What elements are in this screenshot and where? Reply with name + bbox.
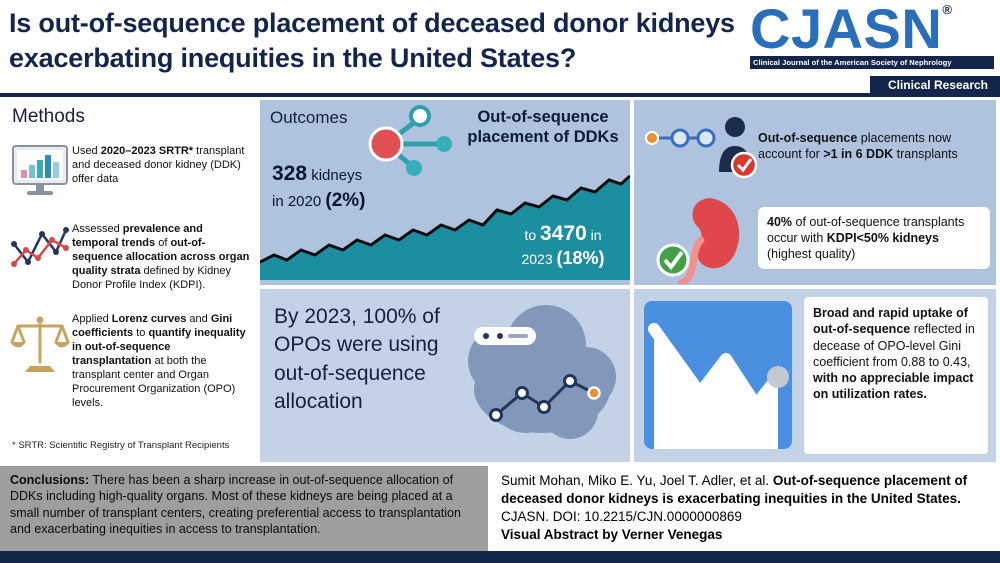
text-run: and — [186, 313, 211, 325]
stat-2023-count: 3470 — [540, 222, 587, 245]
text-run: Lorenz curves — [111, 313, 187, 325]
registered-trademark: ® — [942, 2, 952, 17]
methods-panel: Methods Used 2020–2023 SRTR* transplant … — [4, 100, 256, 462]
citation-title: Out-of-sequence placement of deceased do… — [501, 473, 968, 506]
text-run: in 2020 — [272, 193, 326, 211]
text-run: transplants — [893, 147, 958, 161]
outcomes-title: Outcomes — [270, 108, 348, 127]
key-findings-panel: Out-of-sequence placements now account f… — [634, 100, 996, 285]
text-run: 2023 — [521, 251, 557, 268]
text-run: placements now account for — [758, 130, 952, 161]
text-run: Assessed — [72, 223, 123, 235]
line-chart-icon — [8, 222, 72, 274]
conclusions-text: There has been a sharp increase in out-o… — [10, 473, 461, 536]
text-run: (highest quality) — [767, 247, 856, 262]
logo-tagline: Clinical Journal of the American Society… — [750, 56, 994, 70]
logo-text: CJASN — [750, 0, 943, 60]
text-run: out-of-sequence allocation across organ … — [72, 237, 250, 278]
text-run: at both the transplant center and Organ … — [72, 355, 236, 410]
text-run: Used — [72, 145, 101, 157]
visual-abstract-credit: Visual Abstract by Verner Venegas — [501, 526, 723, 542]
footer-bar — [0, 551, 1000, 563]
conclusions-label: Conclusions: — [10, 473, 90, 487]
text-run: transplant and deceased donor kidney (DD… — [72, 145, 245, 186]
conclusions-box: Conclusions: There has been a sharp incr… — [0, 466, 488, 551]
text-run: defined by Kidney Donor Profile Index (K… — [72, 265, 231, 292]
outcomes-heading: Out-of-sequence placement of DDKs — [467, 108, 619, 146]
declining-chart-icon — [644, 301, 792, 449]
text-run: of — [155, 237, 171, 250]
fact-one-in-six: Out-of-sequence placements now account f… — [640, 108, 992, 184]
trend-area-chart — [259, 162, 631, 285]
section-banner: Clinical Research — [869, 76, 1000, 95]
text-run: reflected in decease of OPO-level Gini c… — [813, 322, 975, 369]
opo-adoption-panel: By 2023, 100% of OPOs were using out-of-… — [260, 289, 630, 462]
text-run: with no appreciable impact on utilizatio… — [813, 371, 974, 402]
text-run: of out-of-sequence transplants occur wit… — [767, 214, 965, 245]
opo-adoption-text: By 2023, 100% of OPOs were using out-of-… — [274, 305, 440, 414]
text-run: Applied — [72, 313, 112, 325]
kidney-check-icon — [640, 192, 758, 284]
balance-scale-icon — [8, 312, 72, 376]
molecule-icon — [352, 102, 456, 181]
method-item-gini: Applied Lorenz curves and Gini coefficie… — [8, 312, 254, 411]
text-run: to — [133, 327, 149, 340]
header-divider — [0, 93, 1000, 97]
text-run: 2020–2023 SRTR* — [100, 145, 194, 157]
gini-panel: Broad and rapid uptake of out-of-sequenc… — [634, 289, 996, 462]
stat-2020: 328 kidneys in 2020 (2%) — [272, 160, 366, 214]
text-run: quantify inequality in out-of-sequence t… — [72, 327, 246, 368]
page-title: Is out-of-sequence placement of deceased… — [9, 8, 735, 73]
fact-high-quality-kidneys: 40% of out-of-sequence transplants occur… — [640, 192, 992, 284]
text-run: Broad and rapid uptake of out-of-sequenc… — [813, 306, 968, 337]
text-run: KDPI<50% kidneys — [826, 230, 939, 245]
srtr-footnote: * SRTR: Scientific Registry of Transplan… — [12, 440, 230, 451]
network-person-check-icon — [640, 108, 758, 184]
text-run: prevalence and temporal trends — [72, 223, 203, 250]
stat-2023: to 3470 in 2023 (18%) — [504, 220, 622, 271]
opo-map-cloud-icon — [444, 293, 626, 464]
fact-text: Out-of-sequence placements now account f… — [758, 130, 990, 163]
methods-title: Methods — [12, 106, 85, 127]
method-text: Used 2020–2023 SRTR* transplant and dece… — [72, 144, 250, 186]
text-run: to — [524, 227, 541, 243]
method-text: Assessed prevalence and temporal trends … — [72, 222, 250, 292]
text-run: Gini coefficients — [72, 313, 233, 340]
fact-text: 40% of out-of-sequence transplants occur… — [758, 206, 990, 270]
stat-2020-percent: (2%) — [325, 190, 366, 212]
text-run: >1 in 6 DDK — [823, 147, 894, 161]
citation-authors: Sumit Mohan, Miko E. Yu, Joel T. Adler, … — [501, 473, 773, 488]
text-run: 40% — [767, 214, 793, 229]
text-run: kidneys — [307, 167, 363, 184]
monitor-barchart-icon — [8, 144, 72, 200]
text-run: in — [586, 227, 602, 243]
outcomes-trend-panel: Outcomes Out-of-sequence placement of DD… — [259, 100, 631, 285]
citation-block: Sumit Mohan, Miko E. Yu, Joel T. Adler, … — [497, 466, 995, 551]
method-item-data: Used 2020–2023 SRTR* transplant and dece… — [8, 144, 254, 200]
text-run: Out-of-sequence — [758, 130, 858, 145]
citation-journal-doi: CJASN. DOI: 10.2215/CJN.0000000869 — [501, 508, 742, 524]
method-item-trends: Assessed prevalence and temporal trends … — [8, 222, 254, 292]
gini-text: Broad and rapid uptake of out-of-sequenc… — [804, 297, 988, 454]
method-text: Applied Lorenz curves and Gini coefficie… — [72, 312, 250, 411]
cjasn-logo: CJASN® Clinical Journal of the American … — [750, 0, 994, 70]
stat-2020-count: 328 — [272, 162, 308, 185]
stat-2023-percent: (18%) — [556, 248, 605, 269]
